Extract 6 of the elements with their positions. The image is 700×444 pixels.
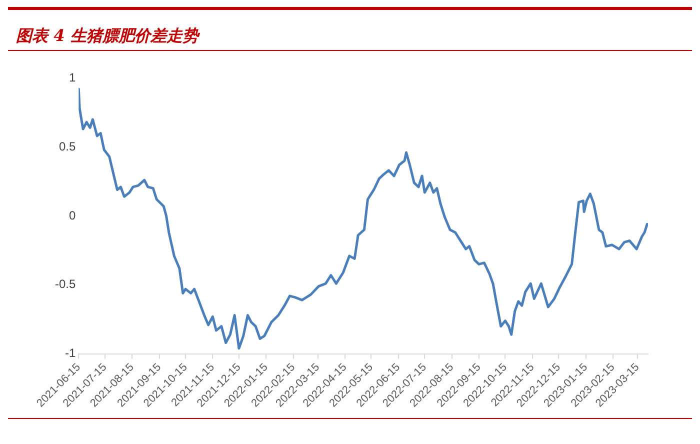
y-tick-label: -0.5 <box>54 277 76 292</box>
chart-title: 图表 4 生猪膘肥价差走势 <box>16 26 198 47</box>
y-tick-label: -1 <box>65 346 76 360</box>
y-tick-label: 0 <box>68 208 76 222</box>
y-tick-label: 0.5 <box>58 139 76 154</box>
y-tick-label: 1 <box>68 70 76 84</box>
